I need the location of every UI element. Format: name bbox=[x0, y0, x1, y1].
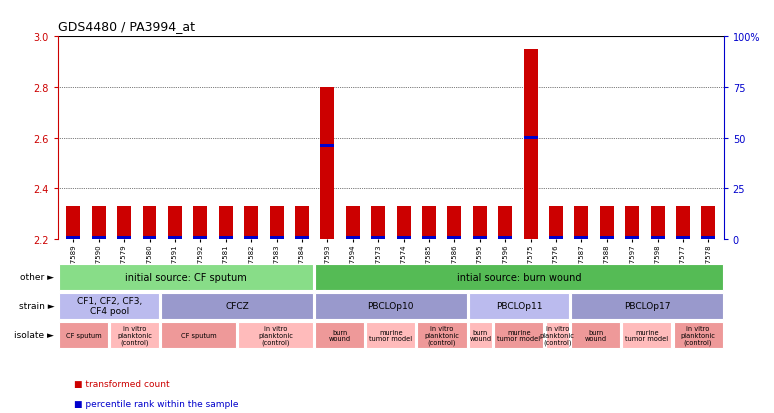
Bar bbox=[495, 322, 543, 348]
Bar bbox=[447, 206, 461, 240]
Bar bbox=[194, 206, 207, 240]
Bar bbox=[625, 237, 639, 240]
Bar bbox=[315, 322, 365, 348]
Bar bbox=[168, 237, 182, 240]
Bar bbox=[676, 206, 690, 240]
Bar bbox=[67, 206, 80, 240]
Bar bbox=[469, 293, 569, 319]
Text: initial source: CF sputum: initial source: CF sputum bbox=[125, 272, 247, 282]
Bar bbox=[194, 237, 207, 240]
Bar bbox=[59, 293, 159, 319]
Bar bbox=[473, 237, 487, 240]
Text: burn
wound: burn wound bbox=[584, 329, 607, 341]
Bar bbox=[549, 237, 563, 240]
Bar bbox=[346, 237, 360, 240]
Bar bbox=[142, 237, 156, 240]
Bar bbox=[498, 237, 512, 240]
Bar bbox=[117, 206, 131, 240]
Text: murine
tumor model: murine tumor model bbox=[369, 329, 413, 341]
Bar bbox=[676, 237, 690, 240]
Text: in vitro
planktonic
(control): in vitro planktonic (control) bbox=[118, 325, 152, 345]
Bar bbox=[219, 237, 233, 240]
Bar bbox=[396, 237, 410, 240]
Bar bbox=[600, 237, 614, 240]
Bar bbox=[651, 237, 665, 240]
Bar bbox=[91, 206, 106, 240]
Bar bbox=[117, 237, 131, 240]
Bar bbox=[244, 237, 258, 240]
Bar bbox=[162, 322, 236, 348]
Bar bbox=[269, 237, 283, 240]
Bar bbox=[238, 322, 313, 348]
Bar bbox=[651, 206, 665, 240]
Text: PBCLOp10: PBCLOp10 bbox=[368, 301, 414, 311]
Bar bbox=[295, 237, 309, 240]
Text: ■ percentile rank within the sample: ■ percentile rank within the sample bbox=[74, 399, 238, 408]
Bar bbox=[320, 145, 334, 147]
Text: PBCLOp11: PBCLOp11 bbox=[495, 301, 542, 311]
Bar bbox=[571, 322, 620, 348]
Bar bbox=[622, 322, 672, 348]
Text: in vitro
planktonic
(control): in vitro planktonic (control) bbox=[425, 325, 460, 345]
Text: CFCZ: CFCZ bbox=[225, 301, 249, 311]
Bar bbox=[469, 322, 492, 348]
Bar bbox=[315, 293, 467, 319]
Bar bbox=[67, 237, 80, 240]
Text: isolate ►: isolate ► bbox=[14, 330, 54, 339]
Bar bbox=[417, 322, 467, 348]
Text: in vitro
planktonic
(control): in vitro planktonic (control) bbox=[539, 325, 575, 345]
Text: burn
wound: burn wound bbox=[329, 329, 351, 341]
Text: other ►: other ► bbox=[20, 273, 54, 282]
Bar bbox=[422, 237, 436, 240]
Text: murine
tumor model: murine tumor model bbox=[625, 329, 669, 341]
Bar bbox=[549, 206, 563, 240]
Bar bbox=[168, 206, 182, 240]
Text: PBCLOp17: PBCLOp17 bbox=[624, 301, 670, 311]
Text: burn
wound: burn wound bbox=[469, 329, 491, 341]
Bar bbox=[447, 237, 461, 240]
Text: CF1, CF2, CF3,
CF4 pool: CF1, CF2, CF3, CF4 pool bbox=[77, 297, 142, 316]
Text: ■ transformed count: ■ transformed count bbox=[74, 379, 170, 388]
Bar bbox=[701, 237, 715, 240]
Bar bbox=[320, 88, 334, 240]
Bar bbox=[422, 206, 436, 240]
Text: intial source: burn wound: intial source: burn wound bbox=[457, 272, 581, 282]
Bar bbox=[372, 237, 385, 240]
Bar bbox=[366, 322, 416, 348]
Bar bbox=[473, 206, 487, 240]
Bar bbox=[91, 237, 106, 240]
Bar bbox=[110, 322, 159, 348]
Bar bbox=[574, 237, 588, 240]
Bar bbox=[372, 206, 385, 240]
Bar bbox=[673, 322, 723, 348]
Bar bbox=[59, 264, 313, 290]
Bar bbox=[346, 206, 360, 240]
Bar bbox=[546, 322, 569, 348]
Bar bbox=[701, 206, 715, 240]
Text: CF sputum: CF sputum bbox=[181, 332, 217, 338]
Bar bbox=[571, 293, 723, 319]
Bar bbox=[295, 206, 309, 240]
Bar bbox=[244, 206, 258, 240]
Bar bbox=[162, 293, 313, 319]
Bar bbox=[269, 206, 283, 240]
Bar bbox=[574, 206, 588, 240]
Bar bbox=[315, 264, 723, 290]
Bar bbox=[59, 322, 108, 348]
Bar bbox=[219, 206, 233, 240]
Bar bbox=[142, 206, 156, 240]
Text: in vitro
planktonic
(control): in vitro planktonic (control) bbox=[259, 325, 293, 345]
Bar bbox=[600, 206, 614, 240]
Bar bbox=[396, 206, 410, 240]
Text: in vitro
planktonic
(control): in vitro planktonic (control) bbox=[680, 325, 715, 345]
Text: murine
tumor model: murine tumor model bbox=[498, 329, 540, 341]
Bar bbox=[524, 50, 538, 240]
Bar bbox=[498, 206, 512, 240]
Text: strain ►: strain ► bbox=[19, 301, 54, 311]
Text: GDS4480 / PA3994_at: GDS4480 / PA3994_at bbox=[58, 20, 195, 33]
Bar bbox=[524, 137, 538, 140]
Text: CF sputum: CF sputum bbox=[66, 332, 101, 338]
Bar bbox=[625, 206, 639, 240]
